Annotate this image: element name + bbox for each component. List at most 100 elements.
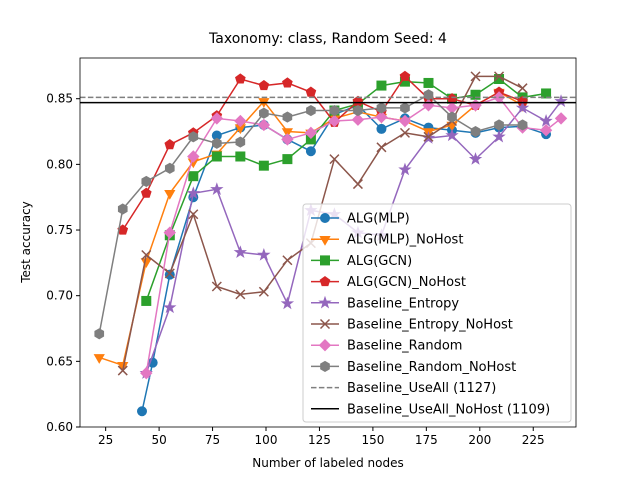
plot-frame bbox=[79, 57, 577, 428]
point bbox=[554, 112, 568, 125]
point bbox=[376, 142, 387, 153]
legend-marker bbox=[320, 213, 330, 223]
legend-marker bbox=[320, 360, 330, 372]
point bbox=[117, 203, 128, 215]
point bbox=[517, 83, 528, 94]
point bbox=[470, 71, 481, 82]
point bbox=[164, 139, 176, 150]
point bbox=[282, 154, 293, 165]
legend-label: Baseline_UseAll (1127) bbox=[347, 381, 496, 396]
point bbox=[280, 296, 295, 310]
point bbox=[258, 286, 269, 297]
legend-label: ALG(GCN)_NoHost bbox=[347, 275, 466, 290]
point bbox=[141, 175, 152, 188]
point bbox=[447, 111, 457, 123]
point bbox=[281, 128, 294, 139]
point bbox=[258, 79, 270, 91]
point bbox=[117, 362, 129, 372]
legend-label: Baseline_Entropy bbox=[347, 296, 459, 311]
legend-marker bbox=[319, 318, 331, 330]
point bbox=[329, 104, 340, 117]
point bbox=[306, 104, 316, 117]
y-tick-label: 0.60 bbox=[46, 420, 73, 434]
point bbox=[235, 289, 246, 300]
point bbox=[351, 113, 365, 126]
legend-label: ALG(MLP)_NoHost bbox=[347, 233, 463, 248]
point bbox=[117, 365, 128, 376]
x-tick-label: 25 bbox=[98, 433, 113, 447]
point bbox=[140, 258, 152, 269]
point bbox=[140, 366, 153, 380]
point bbox=[468, 152, 483, 165]
series bbox=[117, 71, 528, 376]
point bbox=[141, 249, 152, 261]
chart-title: Taxonomy: class, Random Seed: 4 bbox=[208, 31, 447, 47]
series-line bbox=[122, 75, 523, 371]
legend-marker bbox=[319, 275, 331, 287]
point bbox=[445, 128, 459, 142]
point bbox=[233, 245, 248, 259]
point bbox=[163, 300, 177, 314]
point bbox=[353, 104, 363, 117]
point bbox=[541, 88, 552, 99]
point bbox=[398, 114, 412, 128]
point bbox=[400, 102, 410, 114]
point bbox=[305, 146, 316, 157]
point bbox=[141, 295, 152, 306]
point bbox=[211, 151, 222, 162]
legend-label: ALG(GCN) bbox=[347, 254, 412, 269]
point bbox=[188, 171, 199, 182]
point bbox=[164, 268, 175, 279]
point bbox=[470, 125, 481, 138]
y-tick-label: 0.65 bbox=[46, 354, 73, 368]
x-tick-label: 150 bbox=[361, 433, 384, 447]
point bbox=[137, 406, 147, 417]
x-axis-label: Number of labeled nodes bbox=[252, 456, 403, 470]
legend-label: Baseline_Random_NoHost bbox=[347, 360, 516, 375]
legend-marker bbox=[318, 295, 332, 309]
legend-label: ALG(MLP) bbox=[347, 212, 410, 227]
x-tick-label: 200 bbox=[468, 433, 491, 447]
y-tick-label: 0.85 bbox=[46, 92, 73, 106]
x-tick-label: 125 bbox=[308, 433, 331, 447]
point bbox=[328, 114, 341, 128]
point bbox=[494, 71, 505, 82]
point bbox=[235, 136, 246, 148]
legend-box bbox=[302, 203, 572, 423]
legend-label: Baseline_UseAll_NoHost (1109) bbox=[347, 402, 550, 417]
point bbox=[539, 114, 553, 127]
legend-marker bbox=[319, 235, 331, 246]
point bbox=[398, 162, 412, 176]
point bbox=[234, 114, 247, 128]
point bbox=[282, 255, 293, 266]
series bbox=[94, 89, 528, 340]
legend-marker bbox=[318, 338, 332, 352]
point bbox=[163, 226, 176, 239]
point bbox=[258, 160, 269, 171]
point bbox=[515, 100, 530, 114]
point bbox=[376, 102, 387, 114]
point bbox=[235, 151, 246, 162]
x-tick-label: 225 bbox=[522, 433, 545, 447]
point bbox=[423, 89, 434, 101]
point bbox=[375, 110, 388, 124]
point bbox=[492, 129, 506, 143]
point bbox=[93, 354, 105, 364]
point bbox=[188, 209, 199, 220]
point bbox=[494, 119, 504, 131]
point bbox=[235, 73, 246, 84]
x-tick-label: 50 bbox=[151, 433, 166, 447]
point bbox=[164, 162, 175, 174]
point bbox=[554, 94, 568, 108]
point bbox=[329, 154, 340, 165]
point bbox=[210, 112, 224, 125]
point bbox=[164, 190, 176, 200]
y-tick-label: 0.80 bbox=[46, 157, 73, 171]
point bbox=[257, 247, 271, 261]
y-axis-label: Test accuracy bbox=[19, 201, 33, 284]
point bbox=[188, 131, 199, 143]
point bbox=[376, 123, 387, 134]
legend: ALG(MLP) ALG(MLP)_NoHost ALG(GCN) ALG(GCN)_… bbox=[302, 203, 572, 423]
